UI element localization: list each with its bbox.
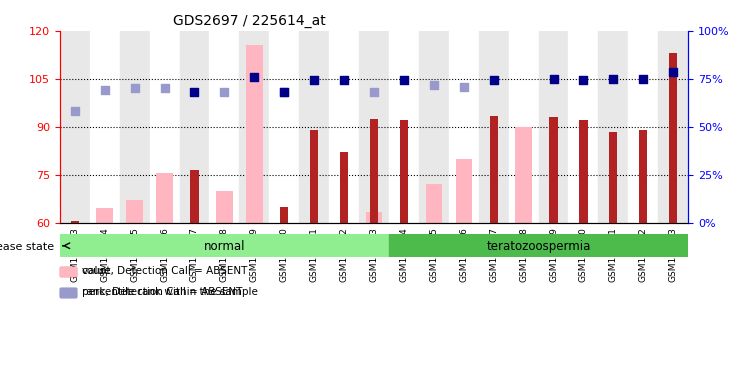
Bar <box>60 288 76 298</box>
Bar <box>489 116 498 223</box>
Bar <box>60 267 76 276</box>
Point <box>637 76 649 82</box>
Bar <box>340 152 349 223</box>
Text: GDS2697 / 225614_at: GDS2697 / 225614_at <box>173 14 325 28</box>
Bar <box>60 267 76 276</box>
Text: value, Detection Call = ABSENT: value, Detection Call = ABSENT <box>82 266 247 276</box>
Text: count: count <box>82 266 111 276</box>
Bar <box>156 173 173 223</box>
Point <box>308 77 320 83</box>
Bar <box>359 31 389 223</box>
Bar <box>549 117 557 223</box>
Bar <box>280 207 288 223</box>
Bar <box>126 200 143 223</box>
Bar <box>299 31 329 223</box>
Bar <box>628 31 658 223</box>
Bar <box>269 31 299 223</box>
Text: rank, Detection Call = ABSENT: rank, Detection Call = ABSENT <box>82 287 242 298</box>
Bar <box>669 53 677 223</box>
Text: teratozoospermia: teratozoospermia <box>486 240 591 253</box>
Bar <box>329 31 359 223</box>
Bar <box>216 191 233 223</box>
Point <box>458 84 470 90</box>
Point <box>338 77 350 83</box>
Point <box>428 82 440 88</box>
Bar <box>389 31 419 223</box>
Bar <box>389 234 688 257</box>
Bar <box>568 31 598 223</box>
Bar <box>209 31 239 223</box>
Bar <box>366 212 382 223</box>
Bar <box>190 170 199 223</box>
Point <box>488 77 500 83</box>
Point <box>218 88 230 94</box>
Bar <box>426 184 442 223</box>
Point <box>398 77 410 83</box>
Text: disease state: disease state <box>0 242 54 252</box>
Point <box>159 85 171 91</box>
Bar <box>120 31 150 223</box>
Bar <box>610 131 618 223</box>
Bar <box>150 31 180 223</box>
Bar <box>579 120 587 223</box>
Bar <box>449 31 479 223</box>
Bar <box>246 45 263 223</box>
Text: normal: normal <box>203 240 245 253</box>
Point <box>577 77 589 83</box>
Bar <box>180 31 209 223</box>
Bar <box>598 31 628 223</box>
Bar <box>658 31 688 223</box>
Point <box>248 74 260 80</box>
Bar <box>456 159 472 223</box>
Point <box>69 108 81 114</box>
Point <box>548 76 560 82</box>
Bar <box>310 130 319 223</box>
Bar <box>399 120 408 223</box>
Bar <box>96 208 113 223</box>
Bar <box>419 31 449 223</box>
Point <box>129 85 141 91</box>
Bar <box>239 31 269 223</box>
Point <box>667 69 679 75</box>
Point <box>278 88 290 94</box>
Bar <box>90 31 120 223</box>
Bar <box>370 119 378 223</box>
Point <box>188 88 200 94</box>
Point <box>368 88 380 94</box>
Bar <box>70 221 79 223</box>
Point <box>607 76 619 82</box>
Bar <box>539 31 568 223</box>
Bar <box>509 31 539 223</box>
Point <box>278 88 290 94</box>
Bar <box>640 130 648 223</box>
Bar <box>60 288 76 298</box>
Bar <box>479 31 509 223</box>
Bar <box>60 31 90 223</box>
Bar <box>515 127 532 223</box>
Text: percentile rank within the sample: percentile rank within the sample <box>82 287 258 298</box>
Point <box>99 87 111 93</box>
Bar <box>60 234 389 257</box>
